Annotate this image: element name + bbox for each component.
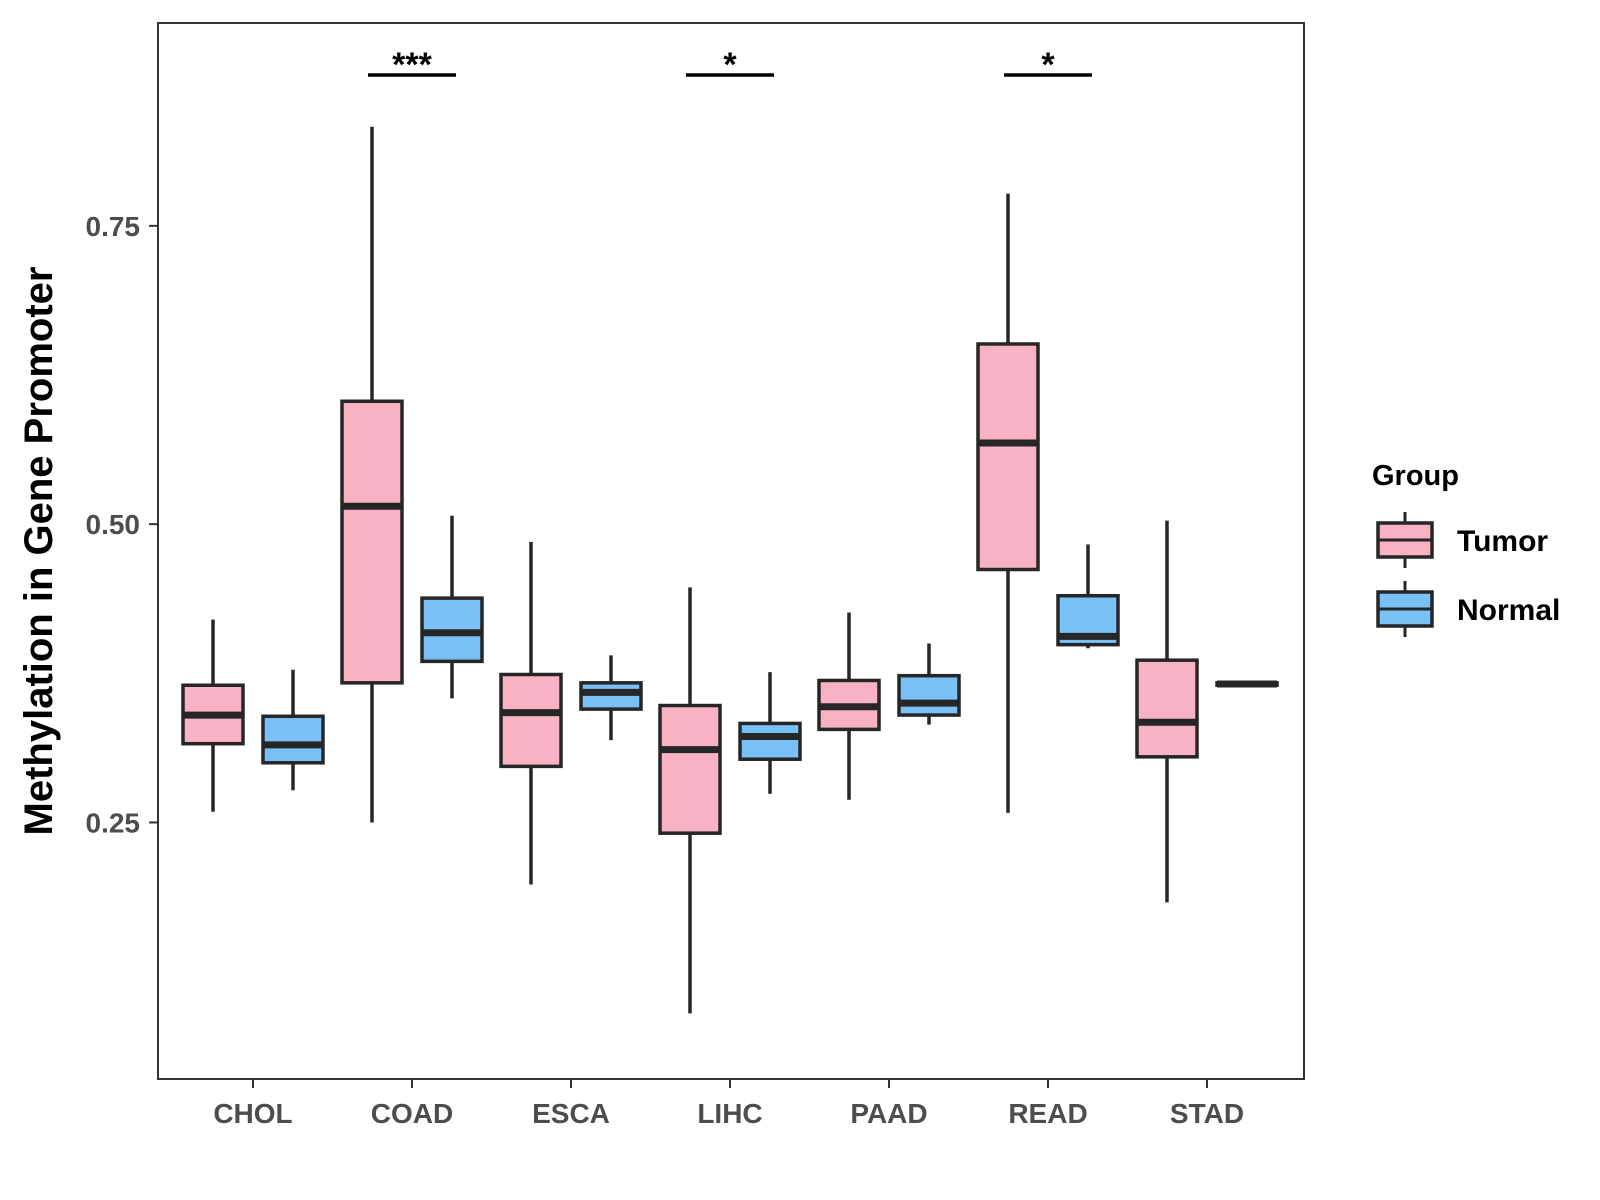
box-coad-tumor bbox=[340, 126, 404, 823]
x-axis: CHOL COAD ESCA LIHC PAAD READ STAD bbox=[213, 1079, 1244, 1129]
legend-key-normal bbox=[1376, 581, 1434, 637]
box-read-tumor bbox=[976, 193, 1040, 813]
y-tick-label: 0.25 bbox=[86, 807, 141, 838]
box-chol-normal bbox=[261, 669, 325, 791]
x-tick-label-read: READ bbox=[1008, 1098, 1087, 1129]
box-body-chol-normal bbox=[261, 714, 325, 765]
box-chol-tumor bbox=[181, 619, 245, 812]
y-tick-label: 0.75 bbox=[86, 211, 141, 242]
box-esca-tumor bbox=[499, 542, 563, 885]
x-tick-label-esca: ESCA bbox=[532, 1098, 610, 1129]
box-body-read-tumor bbox=[976, 342, 1040, 572]
significance-label: * bbox=[1041, 46, 1055, 84]
box-paad-tumor bbox=[817, 612, 881, 800]
box-body-coad-tumor bbox=[340, 399, 404, 685]
legend-key-tumor bbox=[1376, 512, 1434, 568]
plot-panel bbox=[157, 22, 1305, 1080]
box-body-paad-normal bbox=[897, 673, 961, 717]
significance-label: *** bbox=[392, 46, 432, 84]
x-tick-label-paad: PAAD bbox=[850, 1098, 927, 1129]
x-tick-label-chol: CHOL bbox=[213, 1098, 292, 1129]
significance-label: * bbox=[723, 46, 737, 84]
box-body-lihc-tumor bbox=[658, 703, 722, 835]
box-lihc-normal bbox=[738, 672, 802, 794]
box-coad-normal bbox=[420, 515, 484, 699]
legend: Group Tumor Normal bbox=[1372, 460, 1560, 637]
legend-label-normal: Normal bbox=[1457, 594, 1560, 627]
significance-read: * bbox=[1004, 46, 1092, 84]
y-axis-title: Methylation in Gene Promoter bbox=[17, 267, 61, 836]
box-stad-normal bbox=[1215, 680, 1279, 688]
y-axis: 0.25 0.50 0.75 bbox=[86, 211, 158, 838]
x-tick-label-coad: COAD bbox=[371, 1098, 453, 1129]
box-layer bbox=[181, 126, 1279, 1014]
box-body-lihc-normal bbox=[738, 721, 802, 761]
box-lihc-tumor bbox=[658, 587, 722, 1014]
y-tick-label: 0.50 bbox=[86, 509, 141, 540]
legend-label-tumor: Tumor bbox=[1457, 525, 1548, 558]
significance-lihc: * bbox=[686, 46, 774, 84]
significance-annotations: *** * * bbox=[368, 46, 1092, 84]
box-esca-normal bbox=[579, 655, 643, 741]
box-paad-normal bbox=[897, 643, 961, 725]
box-stad-tumor bbox=[1135, 520, 1199, 903]
x-tick-label-lihc: LIHC bbox=[697, 1098, 762, 1129]
box-body-esca-normal bbox=[579, 681, 643, 711]
box-read-normal bbox=[1056, 544, 1120, 649]
x-tick-label-stad: STAD bbox=[1170, 1098, 1244, 1129]
box-body-esca-tumor bbox=[499, 672, 563, 769]
legend-title: Group bbox=[1372, 460, 1459, 492]
significance-coad: *** bbox=[368, 46, 456, 84]
box-body-stad-tumor bbox=[1135, 658, 1199, 759]
